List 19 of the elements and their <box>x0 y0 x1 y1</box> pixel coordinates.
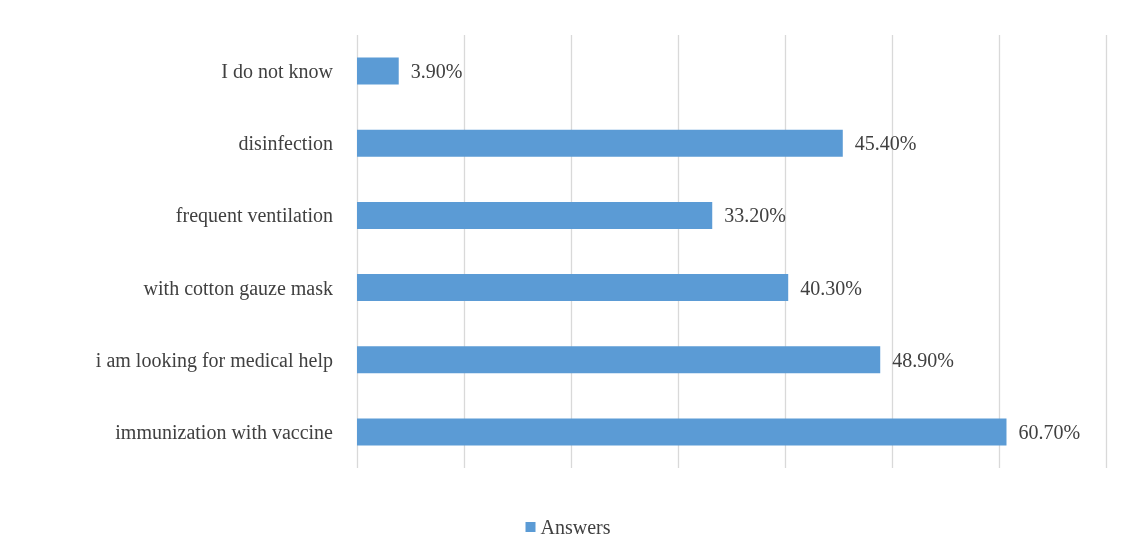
legend-label: Answers <box>540 516 611 538</box>
y-tick-label: i am looking for medical help <box>95 348 333 372</box>
bar <box>357 57 399 85</box>
bar <box>357 201 713 229</box>
bar <box>357 274 789 302</box>
data-label: 45.40% <box>854 132 917 155</box>
data-label: 60.70% <box>1018 420 1081 443</box>
data-label: 3.90% <box>410 60 463 83</box>
data-label: 33.20% <box>724 204 786 227</box>
y-tick-label: disinfection <box>238 132 333 155</box>
y-tick-label: with cotton gauze mask <box>143 276 333 300</box>
bar <box>357 129 843 157</box>
data-label: 40.30% <box>800 276 862 299</box>
bar <box>357 346 881 374</box>
data-label: 48.90% <box>892 348 954 371</box>
y-tick-label: I do not know <box>221 60 334 83</box>
bar <box>357 418 1007 446</box>
y-tick-label: frequent ventilation <box>175 204 333 228</box>
y-tick-label: immunization with vaccine <box>115 420 334 443</box>
